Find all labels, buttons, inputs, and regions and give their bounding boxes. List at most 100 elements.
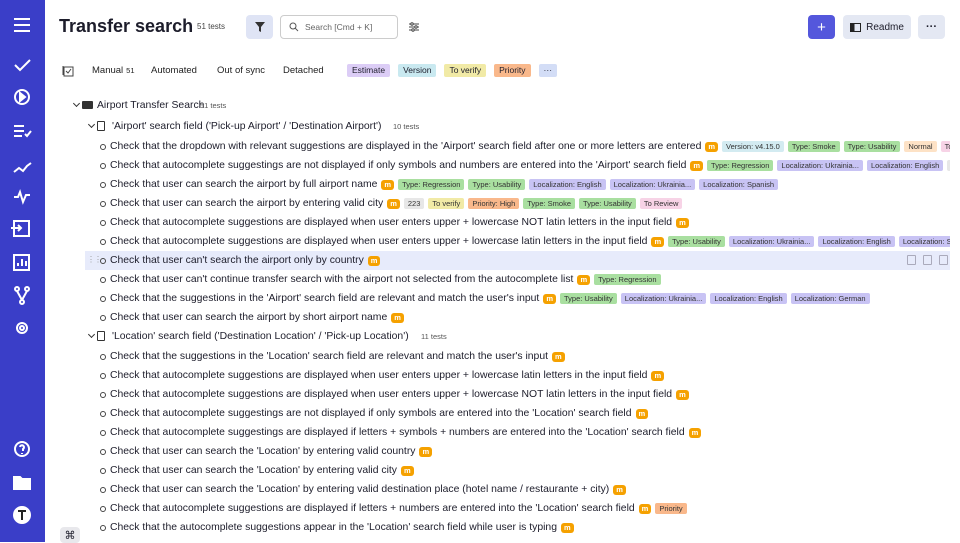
tab[interactable]: Out of sync	[217, 65, 265, 76]
test-tag: To verify	[428, 198, 465, 209]
test-tag: Type: Smoke	[787, 141, 840, 152]
tag-filters: Estimate Version To verify Priority ···	[339, 64, 558, 77]
test-row[interactable]: Check that user can't continue transfer …	[85, 270, 950, 289]
status-circle	[100, 276, 106, 283]
test-title: Check that autocomplete suggestions are …	[110, 217, 673, 228]
tab[interactable]: Manual 51	[92, 65, 135, 76]
status-circle	[100, 467, 106, 474]
tab[interactable]: Detached	[283, 65, 324, 76]
row-action[interactable]	[907, 255, 916, 265]
tab[interactable]: Automated	[151, 65, 197, 76]
test-title: Check that user can't search the airport…	[110, 255, 364, 266]
test-row[interactable]: Check that user can search the airport b…	[85, 175, 950, 194]
tag-filter[interactable]: ···	[538, 64, 558, 77]
status-circle	[100, 372, 106, 379]
test-tag: Type: Usability	[668, 236, 725, 247]
test-row[interactable]: Check that user can search the 'Location…	[85, 442, 950, 461]
test-count: 51 tests	[197, 22, 226, 31]
status-circle	[100, 162, 106, 169]
test-row[interactable]: Check that the autocomplete suggestions …	[85, 518, 950, 537]
more-button[interactable]: ···	[918, 15, 945, 39]
tab-label: Out of sync	[217, 65, 266, 76]
tag-filter[interactable]: To verify	[444, 64, 487, 77]
test-row[interactable]: Check that the suggestions in the 'Locat…	[85, 347, 950, 366]
test-row[interactable]: Check that user can search the airport b…	[85, 194, 950, 213]
tag-filter[interactable]: Version	[398, 64, 437, 77]
test-tag: Localization: English	[818, 236, 895, 247]
test-badge: m	[690, 160, 704, 171]
test-row[interactable]: Check that user can search the 'Location…	[85, 461, 950, 480]
tab-label: Manual	[92, 65, 124, 76]
row-action[interactable]	[923, 255, 932, 265]
page-title: Transfer search	[59, 16, 194, 36]
test-tag: Localization: Spanish	[699, 179, 779, 190]
test-row[interactable]: Check that autocomplete suggestions are …	[85, 366, 950, 385]
test-row[interactable]: Check that user can search the 'Location…	[85, 480, 950, 499]
test-tree: Airport Transfer Search 51 tests 'Airport'…	[45, 96, 960, 542]
status-circle	[100, 429, 106, 436]
test-badge: m	[676, 389, 689, 400]
shortcut-button[interactable]: ⌘	[60, 527, 80, 543]
test-row[interactable]: Check that autocomplete suggestions are …	[85, 385, 950, 404]
test-row[interactable]: Check that the suggestions in the 'Airpo…	[85, 289, 950, 308]
test-badge: m	[419, 446, 433, 457]
tag-filter[interactable]: Priority	[494, 64, 531, 77]
status-circle	[100, 353, 106, 360]
suite-title: 'Airport' search field ('Pick-up Airport…	[112, 121, 382, 132]
chevron[interactable]	[87, 330, 96, 339]
row-actions	[900, 255, 948, 265]
test-tag: @analytics	[947, 160, 950, 171]
test-title: Check that autocomplete suggestions are …	[110, 236, 648, 247]
status-circle	[100, 257, 106, 264]
test-row[interactable]: Check that autocomplete suggestions are …	[85, 213, 950, 232]
test-row[interactable]: Check that the dropdown with relevant su…	[85, 137, 950, 156]
test-row[interactable]: Check that autocomplete suggestings are …	[85, 404, 950, 423]
readme-button[interactable]: Readme	[843, 15, 911, 39]
select-icon[interactable]	[62, 65, 74, 77]
readme-label: Readme	[866, 21, 904, 33]
test-tag: Type: Regression	[707, 160, 774, 171]
suite-row[interactable]: 'Location' search field ('Destination Lo…	[45, 327, 960, 346]
status-circle	[100, 181, 106, 188]
test-tag: To Review	[940, 141, 950, 152]
chevron[interactable]	[72, 99, 81, 108]
test-tag: Type: Usability	[843, 141, 901, 152]
test-tag: Priority: High	[468, 198, 520, 209]
test-badge: m	[400, 465, 414, 476]
status-circle	[100, 505, 106, 512]
test-title: Check that autocomplete suggestions are …	[110, 503, 635, 514]
chevron[interactable]	[87, 120, 96, 129]
test-row[interactable]: Check that user can search the airport b…	[85, 308, 950, 327]
test-tag: Localization: English	[529, 179, 606, 190]
status-circle	[100, 295, 106, 302]
test-tag: To Review	[639, 198, 683, 209]
test-tag: Type: Regression	[398, 179, 465, 190]
test-tag: Localization: Ukrainia...	[728, 236, 815, 247]
drag-handle: ⋮⋮	[87, 255, 102, 264]
tag-filter[interactable]: Estimate	[347, 64, 391, 77]
test-badge: m	[613, 484, 626, 495]
settings-button[interactable]	[405, 18, 423, 36]
test-badge: m	[638, 503, 652, 514]
test-row[interactable]: ⋮⋮ Check that user can't search the airpo…	[85, 251, 950, 270]
row-action[interactable]	[939, 255, 948, 265]
add-button[interactable]: +	[808, 15, 835, 39]
search-input[interactable]: Search [Cmd + K]	[280, 15, 398, 39]
test-row[interactable]: Check that autocomplete suggestings are …	[85, 156, 950, 175]
test-badge: m	[391, 312, 404, 323]
test-tag: Localization: Ukrainia...	[777, 160, 863, 171]
filter-button[interactable]	[246, 15, 273, 39]
test-badge: m	[651, 370, 665, 381]
status-circle	[100, 391, 106, 398]
status-circle	[100, 219, 106, 226]
status-circle	[100, 486, 106, 493]
tab-label: Detached	[283, 65, 324, 76]
test-title: Check that autocomplete suggestions are …	[110, 370, 648, 381]
test-row[interactable]: Check that autocomplete suggestions are …	[85, 499, 950, 518]
status-circle	[100, 448, 106, 455]
suite-row[interactable]: 'Airport' search field ('Pick-up Airport…	[45, 117, 960, 136]
test-row[interactable]: Check that autocomplete suggestions are …	[85, 232, 950, 251]
test-row[interactable]: Check that autocomplete suggestings are …	[85, 423, 950, 442]
test-tag: Localization: English	[710, 293, 787, 304]
